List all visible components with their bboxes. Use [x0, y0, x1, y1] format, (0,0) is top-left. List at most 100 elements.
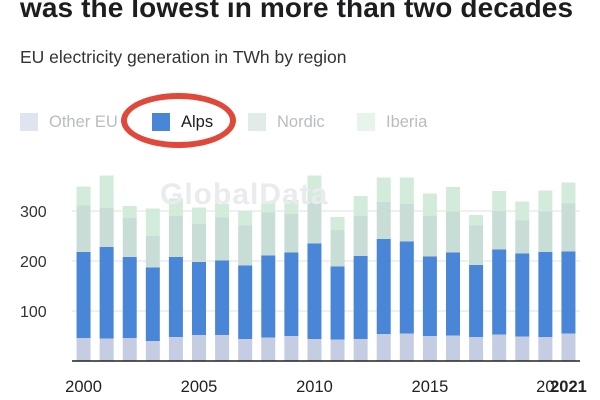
legend-swatch-other-eu [20, 113, 38, 131]
bar-alps-2017 [469, 265, 484, 337]
bar-nordic-2004 [168, 216, 183, 257]
bar-other-eu-2017 [469, 337, 484, 361]
legend-item-nordic[interactable]: Nordic [248, 111, 325, 133]
chart-subtitle: EU electricity generation in TWh by regi… [20, 47, 347, 67]
legend-item-other-eu[interactable]: Other EU [20, 111, 118, 133]
x-tick-label-2010: 2010 [296, 378, 333, 396]
bar-nordic-2014 [399, 204, 414, 242]
bar-other-eu-2004 [168, 337, 183, 361]
bar-alps-2004 [168, 257, 183, 337]
bar-iberia-2016 [446, 187, 460, 212]
bar-other-eu-2007 [238, 339, 253, 361]
bar-other-eu-2006 [215, 335, 230, 361]
highlight-ring [121, 93, 236, 148]
bar-iberia-2012 [353, 196, 368, 216]
legend-swatch-iberia [357, 113, 375, 131]
bar-alps-2011 [330, 266, 345, 340]
x-tick-label-2020: 20 [536, 378, 554, 396]
bar-nordic-2002 [122, 218, 137, 257]
bar-alps-2003 [145, 267, 160, 341]
legend-item-iberia[interactable]: Iberia [357, 111, 427, 133]
bar-other-eu-2015 [422, 336, 437, 361]
bar-alps-2013 [376, 239, 391, 334]
bar-other-eu-2001 [99, 338, 114, 361]
bar-iberia-2020 [538, 190, 553, 212]
x-tick-label-2005: 2005 [181, 378, 218, 396]
bar-other-eu-2000 [76, 338, 91, 361]
y-tick-label-100: 100 [20, 304, 47, 321]
bar-iberia-2001 [99, 175, 114, 208]
bar-iberia-2004 [168, 198, 183, 216]
bar-other-eu-2014 [399, 333, 414, 361]
bar-alps-2021 [561, 251, 576, 334]
bar-nordic-2009 [284, 214, 299, 253]
bar-iberia-2006 [215, 204, 230, 218]
bar-other-eu-2002 [122, 338, 137, 361]
bar-other-eu-2013 [376, 334, 391, 361]
bar-alps-2000 [76, 252, 91, 338]
bar-iberia-2000 [76, 186, 91, 206]
y-tick-label-300: 300 [20, 204, 47, 221]
bar-nordic-2017 [469, 225, 484, 265]
bar-alps-2002 [122, 257, 137, 338]
bar-nordic-2015 [422, 216, 437, 257]
bar-nordic-2019 [515, 220, 530, 254]
bar-nordic-2011 [330, 230, 345, 267]
bar-other-eu-2019 [515, 336, 530, 361]
legend-swatch-nordic [248, 113, 266, 131]
bar-alps-2016 [446, 252, 460, 336]
legend: Other EU Alps Nordic Iberia [20, 111, 600, 133]
bar-nordic-2020 [538, 211, 553, 252]
bar-other-eu-2020 [538, 337, 553, 361]
watermark: GlobalData [160, 178, 329, 211]
bar-alps-2006 [215, 260, 230, 335]
bar-iberia-2009 [284, 200, 299, 214]
bar-iberia-2007 [238, 211, 253, 226]
bar-nordic-2003 [145, 236, 160, 268]
bar-iberia-2018 [492, 191, 507, 211]
bar-other-eu-2005 [192, 335, 206, 361]
bar-alps-2001 [99, 247, 114, 339]
bar-nordic-2010 [307, 203, 322, 244]
y-tick-label-200: 200 [20, 254, 47, 271]
bar-alps-2019 [515, 253, 530, 337]
bar-iberia-2014 [399, 177, 414, 204]
bar-iberia-2017 [469, 215, 484, 226]
bar-other-eu-2003 [145, 341, 160, 361]
x-tick-label-2000: 2000 [65, 378, 102, 396]
bar-iberia-2019 [515, 201, 530, 221]
headline: was the lowest in more than two decades [20, 0, 574, 23]
bar-other-eu-2008 [261, 337, 276, 361]
bar-other-eu-2021 [561, 333, 576, 361]
bar-alps-2020 [538, 252, 553, 337]
bar-alps-2015 [422, 256, 437, 336]
bar-nordic-2021 [561, 203, 576, 252]
bar-nordic-2005 [192, 224, 206, 262]
bar-nordic-2013 [376, 202, 391, 239]
bar-nordic-2000 [76, 205, 91, 252]
bar-nordic-2016 [446, 211, 460, 253]
bar-other-eu-2009 [284, 336, 299, 361]
bar-alps-2005 [192, 262, 206, 335]
bar-iberia-2005 [192, 207, 206, 224]
bar-nordic-2018 [492, 211, 507, 250]
bar-nordic-2006 [215, 217, 230, 261]
bar-alps-2009 [284, 252, 299, 336]
bar-other-eu-2018 [492, 334, 507, 361]
bar-alps-2018 [492, 249, 507, 335]
bar-nordic-2007 [238, 225, 253, 266]
bar-other-eu-2012 [353, 339, 368, 361]
x-tick-label-2015: 2015 [412, 378, 449, 396]
bar-alps-2008 [261, 255, 276, 338]
bar-nordic-2001 [99, 208, 114, 247]
legend-label-other-eu: Other EU [49, 112, 118, 131]
bar-iberia-2002 [122, 206, 137, 218]
bar-other-eu-2016 [446, 335, 460, 361]
bar-alps-2007 [238, 265, 253, 339]
bar-iberia-2010 [307, 175, 322, 203]
x-tick-label-2021: 2021 [550, 378, 587, 396]
bar-iberia-2015 [422, 193, 437, 216]
legend-label-iberia: Iberia [386, 112, 428, 131]
bar-alps-2012 [353, 256, 368, 339]
